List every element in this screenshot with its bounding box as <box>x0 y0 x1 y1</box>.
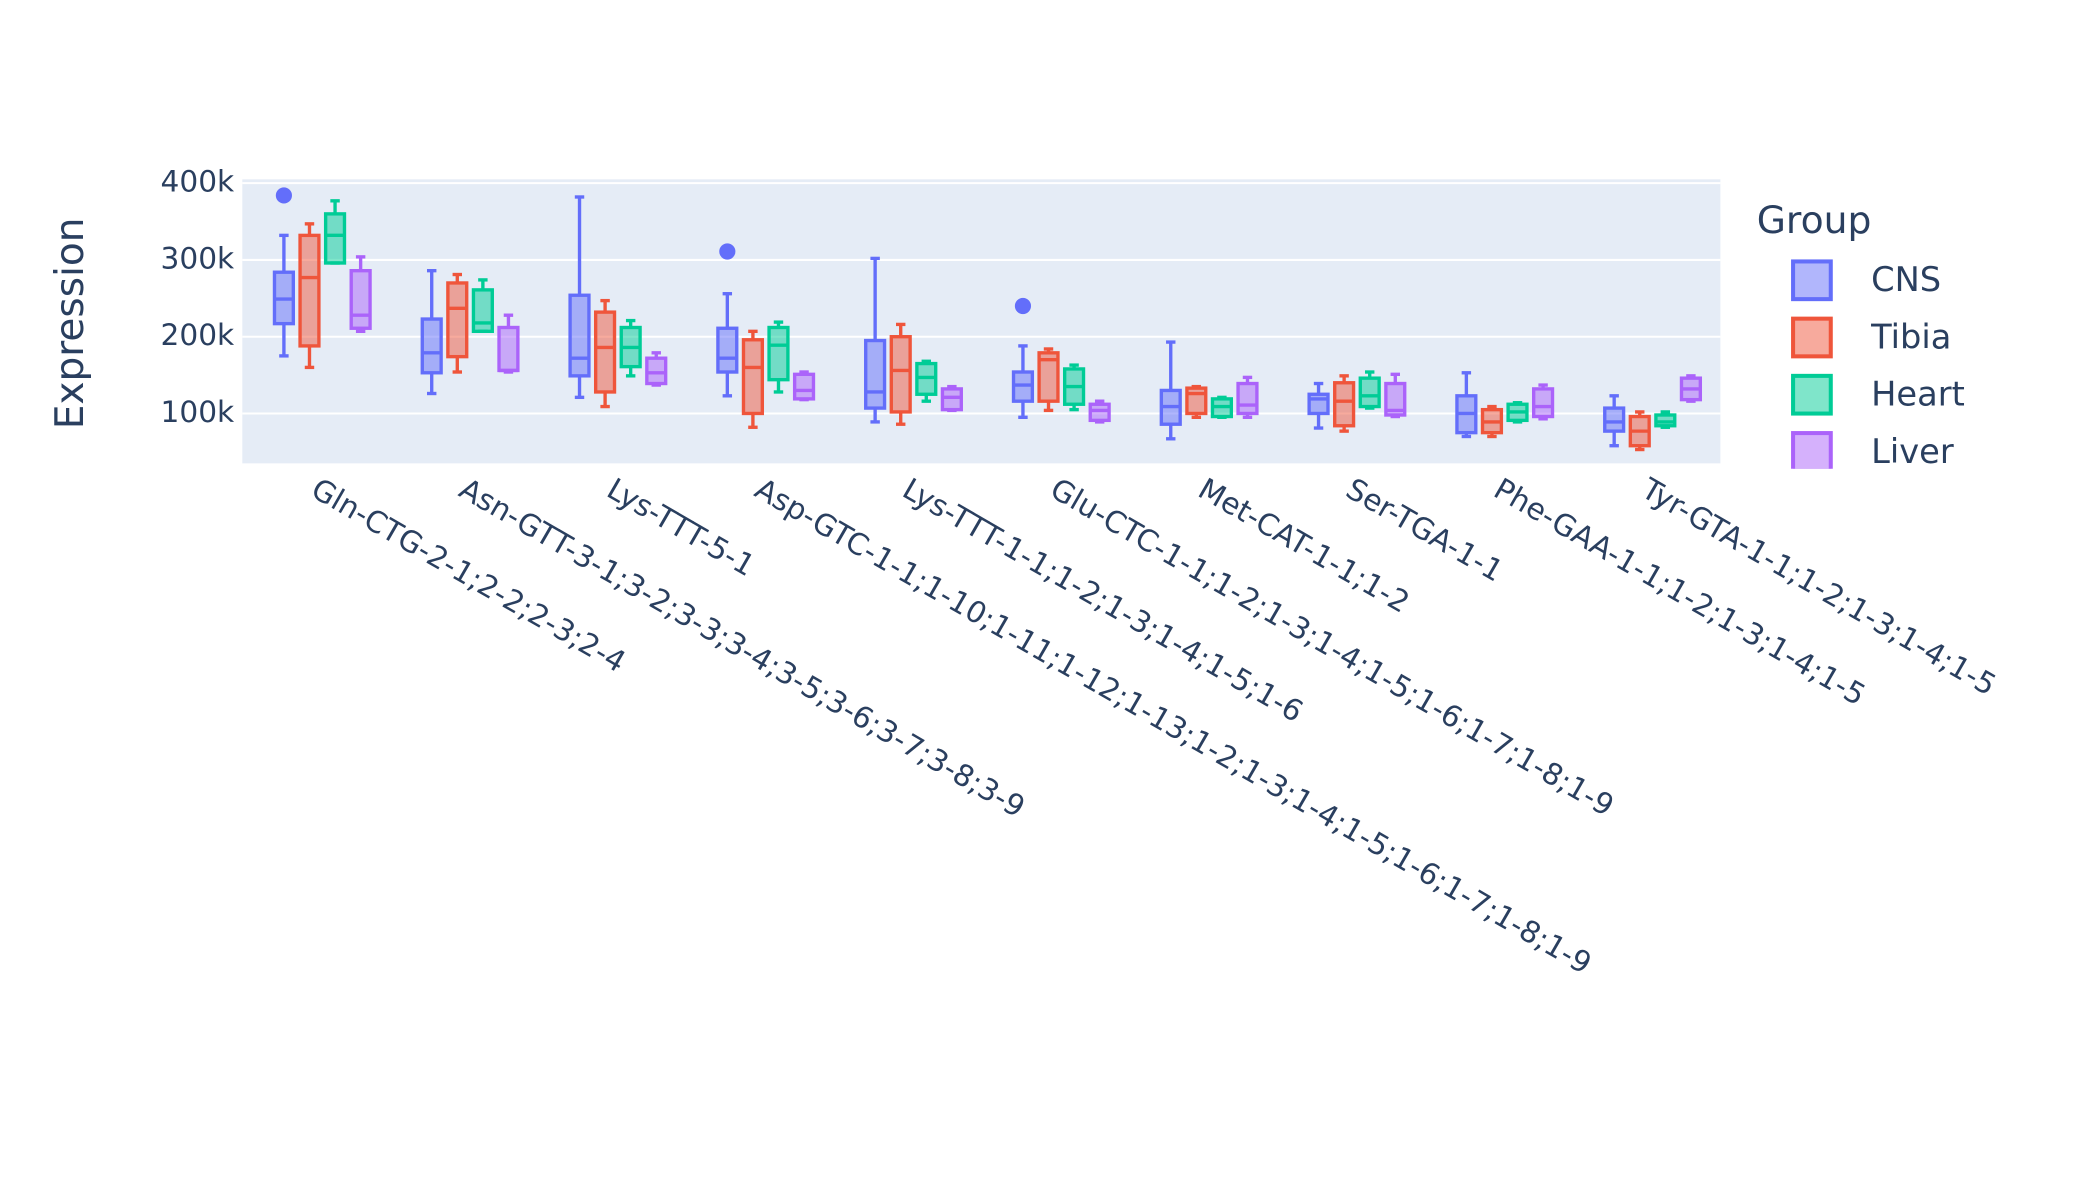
box-body <box>1358 376 1381 409</box>
box <box>645 351 668 387</box>
box <box>568 195 591 400</box>
y-tick-label: 100k <box>161 395 236 429</box>
box-body <box>645 356 668 386</box>
box <box>1455 371 1478 439</box>
box <box>272 187 296 358</box>
legend-label: Tibia <box>1870 317 1951 356</box>
box-body <box>1531 387 1555 419</box>
box-body <box>298 233 321 348</box>
box <box>1679 374 1703 403</box>
box <box>741 329 765 429</box>
box-body <box>568 293 591 378</box>
box-body <box>497 325 520 373</box>
box <box>915 359 938 403</box>
legend-swatch <box>1791 316 1833 359</box>
box <box>889 322 912 426</box>
outlier <box>719 243 736 260</box>
box-body <box>1603 406 1626 433</box>
box <box>1210 395 1234 419</box>
box <box>497 313 520 374</box>
legend-title: Group <box>1757 198 1872 242</box>
box-body <box>471 288 494 334</box>
outlier <box>275 187 292 204</box>
box <box>1185 384 1208 419</box>
box <box>1307 381 1330 430</box>
box-body <box>420 317 443 375</box>
box-body <box>1088 402 1111 423</box>
box-body <box>940 387 963 412</box>
box-body <box>349 268 372 330</box>
box <box>716 243 739 398</box>
legend-label: Liver <box>1871 432 1954 471</box>
box-body <box>864 338 887 410</box>
box <box>1236 375 1259 419</box>
box-body <box>767 325 790 382</box>
box <box>1480 404 1504 439</box>
box <box>323 199 347 265</box>
box-body <box>792 372 816 401</box>
box <box>767 320 790 394</box>
box <box>864 256 887 424</box>
box <box>940 384 963 413</box>
outlier <box>1014 297 1032 315</box>
box-body <box>716 326 739 374</box>
box-body <box>1384 381 1407 417</box>
box-body <box>593 310 617 394</box>
box <box>619 318 642 378</box>
box <box>446 272 469 374</box>
legend-label: Heart <box>1871 375 1965 414</box>
box <box>1654 410 1677 429</box>
box-body <box>889 335 912 414</box>
legend-swatch <box>1791 373 1833 416</box>
box <box>1062 363 1086 412</box>
box <box>1011 297 1035 419</box>
y-tick-label: 400k <box>161 165 236 199</box>
box <box>1531 383 1555 421</box>
box-body <box>1236 381 1259 416</box>
box-body <box>323 212 347 265</box>
box-body <box>741 338 765 416</box>
box <box>1037 347 1060 413</box>
box <box>1088 399 1111 424</box>
box <box>1333 374 1356 433</box>
box <box>298 222 321 370</box>
box <box>1159 340 1182 441</box>
box <box>1384 372 1407 419</box>
legend-label: CNS <box>1871 260 1941 299</box>
box <box>420 268 443 396</box>
box-body <box>1333 381 1356 428</box>
box <box>471 278 494 334</box>
box <box>593 298 617 409</box>
y-tick-label: 300k <box>161 241 236 275</box>
box-body <box>1037 351 1060 403</box>
box <box>792 370 816 402</box>
legend: Group CNS Tibia Heart Liver <box>1757 198 1965 471</box>
box <box>1628 410 1651 452</box>
box <box>1603 394 1626 448</box>
box <box>1358 370 1381 410</box>
legend-swatch <box>1791 259 1833 302</box>
box-body <box>1307 392 1330 416</box>
y-tick-label: 200k <box>161 318 236 352</box>
legend-swatch <box>1791 431 1833 469</box>
y-axis-title: Expression <box>48 217 93 429</box>
box <box>349 255 372 334</box>
box-body <box>446 281 469 359</box>
box <box>1506 401 1529 424</box>
